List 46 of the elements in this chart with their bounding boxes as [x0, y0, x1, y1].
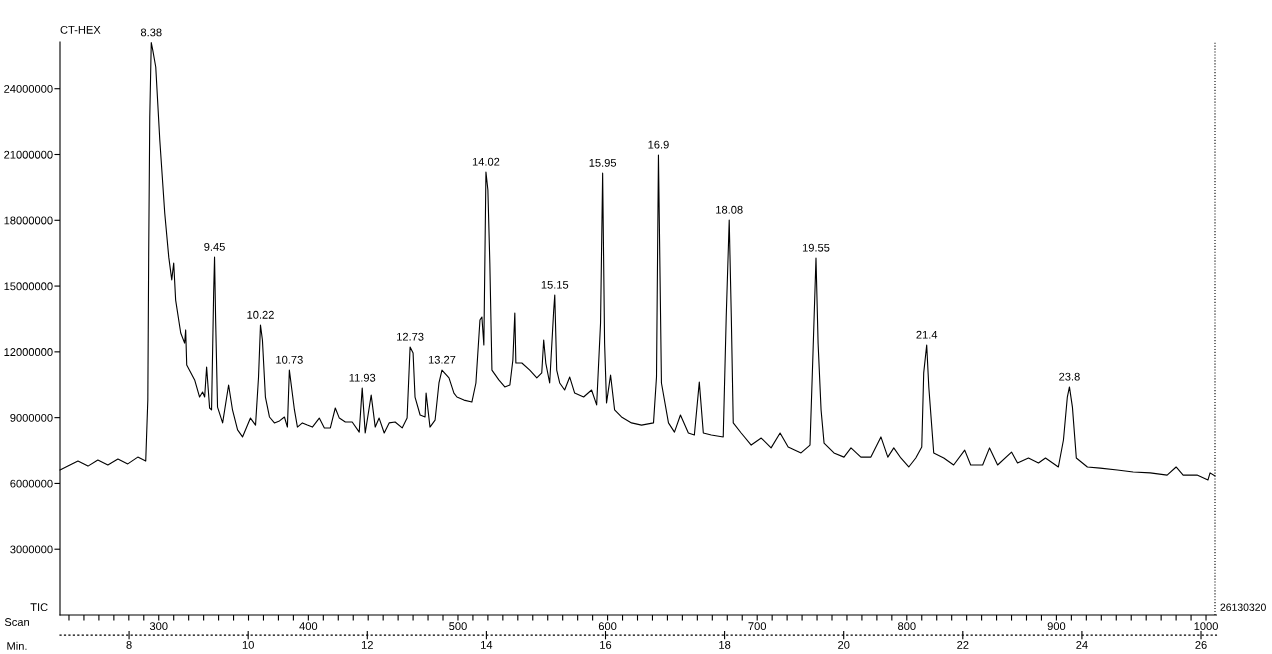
x-tick-label: 300: [149, 622, 168, 631]
annotation: 10.22: [247, 310, 274, 319]
annotation: 10.73: [276, 355, 303, 364]
annotation: 21.4: [916, 330, 938, 339]
annotation: 11.93: [349, 373, 376, 382]
x2-tick-label: 22: [957, 640, 969, 649]
x-tick-label: 500: [449, 622, 467, 631]
annotation: 9.45: [204, 242, 225, 251]
x2-tick-label: 10: [242, 640, 254, 649]
y-tick-label: 12000000: [4, 348, 53, 356]
y-tick-label: 21000000: [4, 150, 53, 159]
annotation: 12.73: [397, 332, 424, 341]
y-tick-label: 6000000: [10, 479, 53, 488]
x2-tick-label: 8: [126, 640, 132, 649]
x2-tick-label: 26: [1195, 640, 1207, 649]
annotation: 16.9: [648, 140, 669, 149]
annotation: 8.38: [140, 28, 162, 37]
x2-axis-title: Min.: [7, 641, 27, 650]
annotation: 15.15: [541, 280, 569, 289]
annotation: 13.27: [428, 355, 456, 364]
x-axis-title: Scan: [4, 618, 29, 626]
x-tick-label: 600: [598, 622, 617, 631]
x-tick-label: 700: [748, 622, 767, 631]
x-tick-label: 400: [299, 622, 318, 631]
y-tick-label: 9000000: [10, 413, 53, 422]
x2-tick-label: 14: [481, 641, 493, 649]
text: 26130320: [1220, 603, 1266, 611]
y-axis-title: TIC: [30, 603, 48, 612]
y-tick-label: 15000000: [4, 282, 53, 291]
y-tick-label: 18000000: [4, 216, 53, 225]
x2-tick-label: 24: [1076, 640, 1088, 649]
annotation: 15.95: [589, 158, 617, 167]
y-tick-label: 3000000: [10, 545, 53, 554]
x-tick-label: 800: [898, 622, 916, 631]
annotation: 14.02: [472, 157, 500, 166]
x-tick-label: 1000: [1194, 622, 1218, 631]
x2-tick-label: 20: [838, 640, 850, 649]
x2-tick-label: 16: [600, 640, 612, 649]
x-tick-label: 900: [1047, 622, 1066, 631]
annotation: 19.55: [802, 243, 830, 252]
x2-tick-label: 12: [361, 640, 373, 649]
y-tick-label: 24000000: [4, 84, 53, 93]
x2-tick-label: 18: [719, 640, 731, 649]
annotation: 18.08: [716, 205, 743, 214]
chart-title: CT-HEX: [60, 25, 101, 34]
annotation: 23.8: [1059, 372, 1080, 381]
